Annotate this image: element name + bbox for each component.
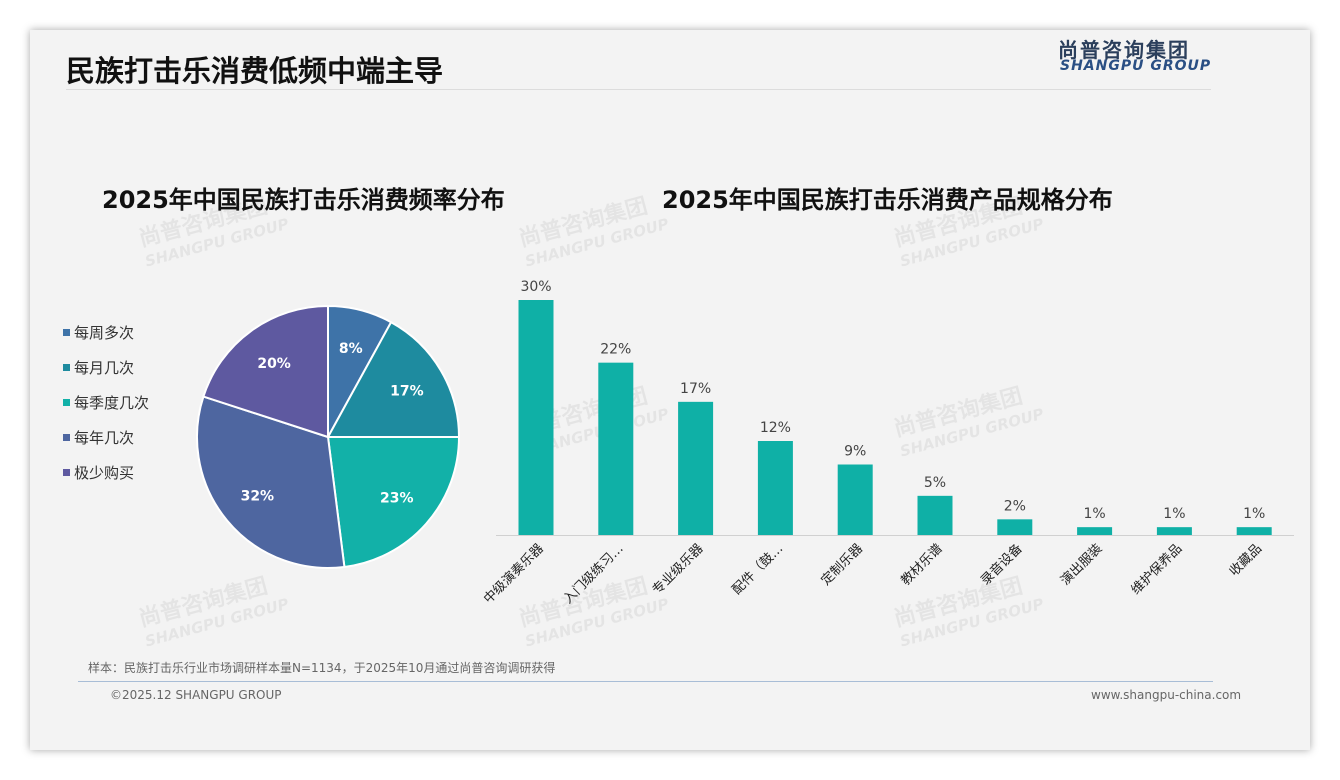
copyright: ©2025.12 SHANGPU GROUP xyxy=(110,688,282,702)
bar xyxy=(1236,527,1272,535)
divider xyxy=(66,89,1211,90)
legend-swatch xyxy=(63,364,70,371)
footer-divider xyxy=(78,681,1213,682)
x-tick-label: 收藏品 xyxy=(1227,541,1265,579)
legend-swatch xyxy=(63,469,70,476)
logo-cn: 尚普咨询集团 xyxy=(1058,38,1190,62)
bar-data-label: 5% xyxy=(924,475,946,491)
pie-chart-title: 2025年中国民族打击乐消费频率分布 xyxy=(102,186,505,214)
legend-label: 每季度几次 xyxy=(74,394,150,412)
pie-slice-每年几次 xyxy=(196,395,346,569)
legend-label: 每月几次 xyxy=(74,359,135,377)
pie-data-label: 8% xyxy=(339,341,363,357)
legend-item: 每月几次 xyxy=(63,350,149,385)
x-tick-label: 维护保养品 xyxy=(1128,541,1185,598)
bar-chart-title: 2025年中国民族打击乐消费产品规格分布 xyxy=(662,186,1113,214)
website-link[interactable]: www.shangpu-china.com xyxy=(1091,688,1242,702)
bar-data-label: 1% xyxy=(1243,506,1265,522)
legend-item: 每季度几次 xyxy=(63,385,149,420)
page-title: 民族打击乐消费低频中端主导 xyxy=(66,54,444,88)
pie-legend: 每周多次 每月几次 每季度几次 每年几次 极少购买 xyxy=(63,315,149,490)
bar-data-label: 2% xyxy=(1004,498,1026,514)
bar xyxy=(678,401,714,535)
x-tick-label: 配件（鼓… xyxy=(730,541,787,598)
legend-label: 每年几次 xyxy=(74,429,135,447)
bar xyxy=(1077,527,1113,535)
bar-data-label: 30% xyxy=(520,279,551,295)
x-tick-label: 中级演奏乐器 xyxy=(480,541,546,607)
bar-data-label: 12% xyxy=(760,420,791,436)
bar xyxy=(1156,527,1192,535)
x-tick-label: 入门级练习… xyxy=(561,541,627,607)
legend-swatch xyxy=(63,329,70,336)
x-tick-label: 教材乐谱 xyxy=(898,541,946,589)
pie-data-label: 32% xyxy=(241,488,275,504)
pie-slice-极少购买 xyxy=(202,304,329,439)
legend-item: 每周多次 xyxy=(63,315,149,350)
x-tick-label: 录音设备 xyxy=(978,541,1026,589)
legend-swatch xyxy=(63,434,70,441)
bar-data-label: 1% xyxy=(1163,506,1185,522)
bar xyxy=(837,464,873,535)
legend-item: 每年几次 xyxy=(63,420,149,455)
legend-swatch xyxy=(63,399,70,406)
legend-item: 极少购买 xyxy=(63,455,149,490)
pie-slice-每月几次 xyxy=(326,320,461,438)
bar xyxy=(518,300,554,535)
x-tick-label: 演出服装 xyxy=(1057,541,1105,589)
bar-data-label: 22% xyxy=(600,342,631,358)
bar-data-label: 17% xyxy=(680,381,711,397)
bar-data-label: 9% xyxy=(844,444,866,460)
pie-data-label: 23% xyxy=(380,491,414,507)
pie-slice-每季度几次 xyxy=(326,436,461,569)
x-tick-label: 定制乐器 xyxy=(819,541,866,588)
x-tick-label: 专业级乐器 xyxy=(650,541,707,598)
pie-data-label: 20% xyxy=(257,356,291,372)
pie-data-label: 17% xyxy=(390,383,424,399)
bar xyxy=(757,441,793,535)
bar-data-label: 1% xyxy=(1083,506,1105,522)
bar xyxy=(997,519,1033,535)
sample-note: 样本：民族打击乐行业市场调研样本量N=1134，于2025年10月通过尚普咨询调… xyxy=(88,661,556,675)
legend-label: 极少购买 xyxy=(74,464,135,482)
bar xyxy=(598,362,634,535)
legend-label: 每周多次 xyxy=(74,324,135,342)
bar xyxy=(917,495,953,535)
logo-en: SHANGPU GROUP xyxy=(1060,58,1212,74)
